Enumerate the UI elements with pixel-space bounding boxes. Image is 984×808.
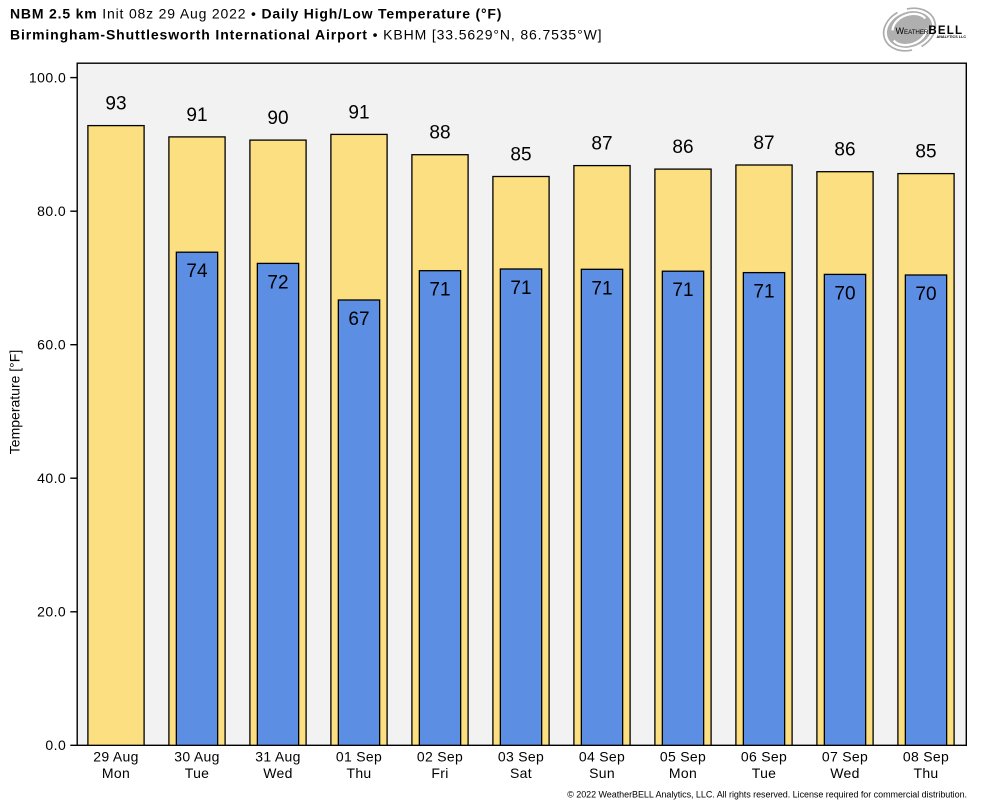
- svg-text:Temperature [°F]: Temperature [°F]: [7, 350, 23, 454]
- svg-text:06 Sep: 06 Sep: [741, 749, 787, 765]
- svg-text:NBM 2.5 km Init 08z 29 Aug 202: NBM 2.5 km Init 08z 29 Aug 2022 • Daily …: [10, 5, 502, 21]
- svg-text:88: 88: [429, 123, 450, 144]
- svg-text:Thu: Thu: [913, 765, 938, 781]
- svg-text:85: 85: [510, 145, 531, 166]
- svg-text:WEATHERBELL: WEATHERBELL: [896, 25, 964, 37]
- svg-text:Tue: Tue: [752, 765, 777, 781]
- svg-text:90: 90: [267, 108, 288, 129]
- svg-text:85: 85: [915, 142, 936, 163]
- svg-text:87: 87: [753, 133, 774, 154]
- svg-text:70: 70: [834, 283, 855, 304]
- svg-text:Wed: Wed: [830, 765, 859, 781]
- svg-text:60.0: 60.0: [37, 337, 66, 353]
- svg-text:30 Aug: 30 Aug: [174, 749, 219, 765]
- svg-text:01 Sep: 01 Sep: [336, 749, 382, 765]
- svg-text:93: 93: [105, 94, 126, 115]
- svg-text:72: 72: [267, 272, 288, 293]
- svg-text:© 2022 WeatherBELL Analytics,: © 2022 WeatherBELL Analytics, LLC. All r…: [567, 790, 967, 800]
- svg-text:Tue: Tue: [185, 765, 210, 781]
- svg-text:71: 71: [429, 280, 450, 301]
- svg-text:Sat: Sat: [510, 765, 532, 781]
- svg-text:07 Sep: 07 Sep: [822, 749, 868, 765]
- svg-text:Mon: Mon: [669, 765, 697, 781]
- svg-text:71: 71: [591, 278, 612, 299]
- svg-text:Birmingham-Shuttlesworth Inter: Birmingham-Shuttlesworth International A…: [10, 27, 602, 43]
- svg-text:08 Sep: 08 Sep: [903, 749, 949, 765]
- svg-text:04 Sep: 04 Sep: [579, 749, 625, 765]
- svg-text:100.0: 100.0: [29, 69, 66, 85]
- svg-text:70: 70: [915, 284, 936, 305]
- svg-text:05 Sep: 05 Sep: [660, 749, 706, 765]
- svg-text:Thu: Thu: [346, 765, 371, 781]
- svg-text:31 Aug: 31 Aug: [255, 749, 300, 765]
- svg-text:67: 67: [348, 309, 369, 330]
- svg-text:87: 87: [591, 134, 612, 155]
- svg-text:71: 71: [753, 282, 774, 303]
- svg-text:Wed: Wed: [263, 765, 292, 781]
- svg-text:03 Sep: 03 Sep: [498, 749, 544, 765]
- svg-text:86: 86: [834, 140, 855, 161]
- svg-text:29 Aug: 29 Aug: [93, 749, 138, 765]
- svg-text:74: 74: [186, 261, 208, 282]
- svg-text:91: 91: [186, 105, 207, 126]
- svg-text:71: 71: [672, 280, 693, 301]
- svg-text:Fri: Fri: [431, 765, 448, 781]
- svg-text:71: 71: [510, 278, 531, 299]
- svg-text:91: 91: [348, 102, 369, 123]
- svg-text:02 Sep: 02 Sep: [417, 749, 463, 765]
- svg-text:Sun: Sun: [589, 765, 615, 781]
- svg-text:86: 86: [672, 137, 693, 158]
- svg-text:20.0: 20.0: [37, 604, 66, 620]
- svg-text:Mon: Mon: [102, 765, 130, 781]
- svg-text:80.0: 80.0: [37, 203, 66, 219]
- svg-text:0.0: 0.0: [45, 737, 66, 753]
- svg-text:40.0: 40.0: [37, 470, 66, 486]
- svg-text:ANALYTICS LLC: ANALYTICS LLC: [937, 35, 967, 39]
